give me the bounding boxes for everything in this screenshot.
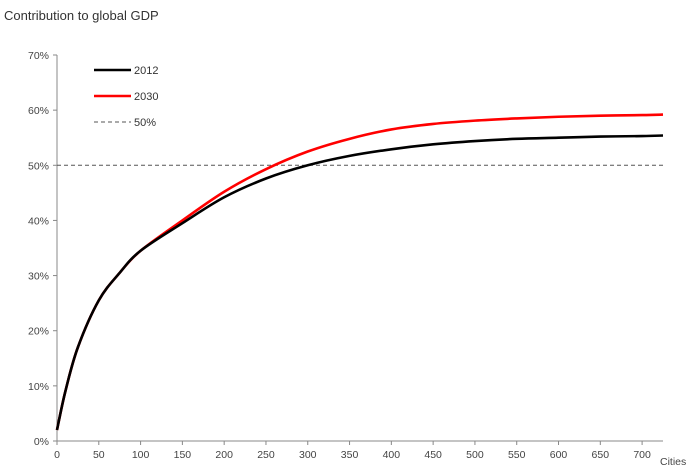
x-tick-label: 350 bbox=[341, 449, 359, 461]
x-tick-label: 0 bbox=[54, 449, 60, 461]
x-tick-label: 50 bbox=[93, 449, 105, 461]
x-tick-label: 200 bbox=[215, 449, 233, 461]
y-tick-label: 40% bbox=[28, 215, 49, 227]
legend-label-2012: 2012 bbox=[134, 65, 158, 77]
x-tick-label: 600 bbox=[550, 449, 568, 461]
y-tick-label: 10% bbox=[28, 381, 49, 393]
chart-legend: 2012 2030 50% bbox=[94, 65, 158, 129]
y-tick-label: 20% bbox=[28, 326, 49, 338]
x-tick-label: 300 bbox=[299, 449, 317, 461]
legend-label-50pct: 50% bbox=[134, 117, 156, 129]
x-tick-label: 650 bbox=[592, 449, 610, 461]
x-tick-label: 250 bbox=[257, 449, 275, 461]
y-tick-label: 60% bbox=[28, 105, 49, 117]
x-tick-label: 150 bbox=[174, 449, 192, 461]
x-tick-label: 400 bbox=[383, 449, 401, 461]
chart-series bbox=[55, 113, 664, 431]
series-line-2012 bbox=[55, 134, 664, 431]
y-tick-label: 30% bbox=[28, 271, 49, 283]
x-tick-label: 450 bbox=[424, 449, 442, 461]
y-tick-label: 0% bbox=[34, 436, 49, 448]
x-tick-label: 550 bbox=[508, 449, 526, 461]
chart-title: Contribution to global GDP bbox=[4, 8, 159, 23]
y-tick-label: 70% bbox=[28, 50, 49, 62]
chart-ticks: 0% 10% 20% 30% 40% 50% 60% 70% 0 50 100 150 200 250 30… bbox=[28, 50, 651, 461]
chart-axes bbox=[56, 55, 663, 442]
y-tick-label: 50% bbox=[28, 160, 49, 172]
x-tick-label: 500 bbox=[466, 449, 484, 461]
x-tick-label: 100 bbox=[132, 449, 150, 461]
x-axis-label: Cities bbox=[660, 456, 686, 468]
legend-label-2030: 2030 bbox=[134, 91, 158, 103]
series-line-2030 bbox=[55, 113, 664, 431]
x-tick-label: 700 bbox=[633, 449, 651, 461]
